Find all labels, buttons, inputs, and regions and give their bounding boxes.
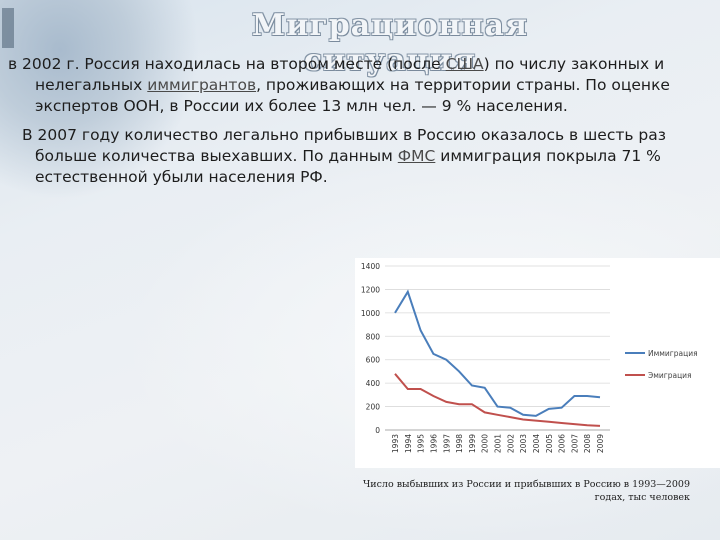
x-tick-label: 1999 (468, 434, 477, 453)
paragraph-immigration-2007: В 2007 году количество легально прибывши… (8, 125, 713, 188)
y-tick-label: 200 (366, 403, 381, 412)
paragraph-text: иммиграция покрыла 71 % (435, 147, 661, 165)
migration-chart: 0 200 400 600 800 1000 1200 1400 1993 1994 1995 199… (355, 258, 720, 468)
x-tick-label: 1994 (404, 434, 413, 453)
y-tick-label: 1200 (361, 285, 380, 294)
y-tick-label: 1000 (361, 309, 380, 318)
x-tick-label: 1995 (417, 434, 426, 453)
x-tick-label: 2000 (481, 434, 490, 453)
paragraph-text: В 2007 году количество легально прибывши… (22, 126, 667, 144)
link-usa[interactable]: США (445, 55, 484, 73)
x-tick-label: 1998 (455, 434, 464, 453)
x-tick-label: 2005 (545, 434, 554, 453)
chart-caption: Число выбывших из России и прибывших в Р… (330, 478, 690, 504)
paragraph-line: больше количества выехавших. По данным Ф… (8, 146, 713, 167)
x-tick-label: 2001 (494, 434, 503, 453)
chart-caption-line: Число выбывших из России и прибывших в Р… (362, 479, 690, 490)
legend-label: Эмиграция (648, 371, 692, 380)
link-immigrants[interactable]: иммигрантов (147, 76, 257, 94)
y-tick-label: 400 (366, 379, 381, 388)
x-tick-label: 1997 (442, 434, 451, 453)
legend-label: Иммиграция (648, 349, 698, 358)
x-tick-label: 1993 (391, 434, 400, 453)
y-tick-label: 800 (366, 332, 381, 341)
x-tick-label: 2003 (519, 434, 528, 453)
paragraph-line: нелегальных иммигрантов, проживающих на … (8, 75, 713, 96)
paragraph-text: нелегальных (35, 76, 148, 94)
series-line-1 (394, 289, 601, 417)
paragraph-text: больше количества выехавших. По данным (35, 147, 398, 165)
paragraph-line: экспертов ООН, в России их более 13 млн … (35, 97, 568, 115)
paragraph-text: , проживающих на территории страны. По о… (256, 76, 670, 94)
link-fms[interactable]: ФМС (397, 147, 436, 165)
paragraph-line: естественной убыли населения РФ. (35, 168, 328, 186)
title-bullet (2, 8, 14, 48)
x-tick-label: 2002 (506, 434, 515, 453)
slide-title: Миграционная ситуация (251, 8, 529, 78)
paragraph-text: ) по числу законных и (483, 55, 665, 73)
y-tick-label: 1400 (361, 262, 380, 271)
y-tick-label: 0 (375, 426, 380, 435)
x-tick-label: 2009 (596, 434, 605, 453)
paragraph-immigration-2002: в 2002 г. Россия находилась на втором ме… (8, 54, 713, 117)
y-tick-label: 600 (366, 356, 381, 365)
x-tick-label: 2006 (558, 434, 567, 453)
x-tick-label: 2004 (532, 434, 541, 453)
paragraph-text: в 2002 г. Россия находилась на втором ме… (8, 55, 446, 73)
chart-caption-line: годах, тыс человек (594, 492, 690, 503)
x-tick-label: 1996 (429, 434, 438, 453)
series-line-2 (394, 373, 601, 427)
x-tick-label: 2007 (570, 434, 579, 453)
x-tick-label: 2008 (583, 434, 592, 453)
